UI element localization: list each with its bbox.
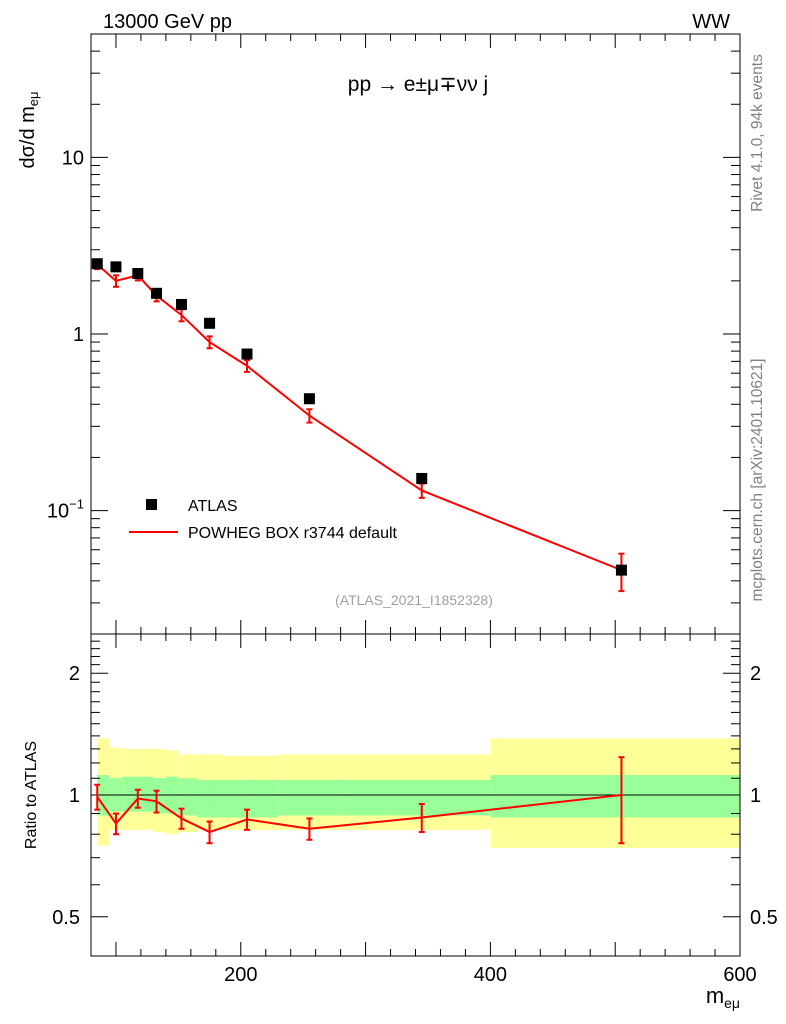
ratio-line [96, 794, 622, 834]
atlas-data-point [303, 393, 315, 405]
process-label: pp → e±μ∓νν j [348, 73, 488, 96]
legend-atlas-marker [146, 499, 157, 510]
ratio-inner-band [340, 779, 391, 816]
powheg-line [96, 263, 622, 572]
main-y-tick-label: 10 [62, 147, 84, 169]
atlas-data-point [151, 287, 163, 299]
x-tick-label: 600 [723, 964, 756, 986]
header-energy-label: 13000 GeV pp [103, 11, 232, 33]
ratio-y-tick-label-right: 0.5 [750, 907, 778, 929]
atlas-data-point [91, 258, 103, 270]
legend-atlas-label: ATLAS [188, 498, 238, 515]
ratio-inner-band [153, 778, 166, 814]
atlas-data-point [204, 317, 216, 329]
ratio-y-tick-label-left: 2 [69, 663, 80, 685]
main-ylabel-text: dσ/d meμ [17, 91, 41, 168]
mcplots-label: mcplots.cern.ch [arXiv:2401.10621] [749, 359, 766, 602]
atlas-data-point [175, 298, 187, 310]
x-tick-label: 200 [224, 964, 257, 986]
ratio-y-tick-label-right: 2 [750, 663, 761, 685]
atlas-data-point [615, 564, 627, 576]
ratio-inner-band [253, 779, 279, 818]
x-tick-label: 400 [474, 964, 507, 986]
ratio-inner-band [197, 779, 223, 818]
ratio-y-tick-label-right: 1 [750, 785, 761, 807]
atlas-data-point [132, 268, 144, 280]
legend-powheg-label: POWHEG BOX r3744 default [188, 525, 398, 542]
ratio-inner-band [222, 779, 254, 818]
xlabel: meμ [706, 983, 740, 1011]
ratio-ylabel: Ratio to ATLAS [23, 741, 40, 849]
analysis-id-label: (ATLAS_2021_I1852328) [335, 592, 493, 608]
main-panel-frame [90, 33, 741, 635]
atlas-data-point [241, 348, 253, 360]
axis-ticks: 200 400 600 10 1 10−1 0.5 0.5 1 1 2 2 [47, 33, 778, 986]
main-y-tick-label: 10−1 [47, 497, 84, 523]
atlas-data-point [110, 261, 122, 273]
ratio-inner-band [278, 779, 341, 816]
ratio-y-tick-label-left: 0.5 [52, 907, 80, 929]
rivet-version-label: Rivet 4.1.0, 94k events [749, 54, 766, 212]
main-ylabel: dσ/d meμ [17, 91, 41, 168]
atlas-data-point [416, 472, 428, 484]
header-process-label: WW [692, 11, 730, 33]
ratio-inner-band [178, 778, 198, 816]
ratio-uncertainty-bands [91, 738, 740, 848]
main-y-tick-label: 1 [73, 324, 84, 346]
data-marks [91, 258, 627, 845]
legend: ATLAS POWHEG BOX r3744 default [129, 498, 398, 542]
ratio-inner-band [390, 779, 491, 816]
ratio-y-tick-label-left: 1 [69, 785, 80, 807]
